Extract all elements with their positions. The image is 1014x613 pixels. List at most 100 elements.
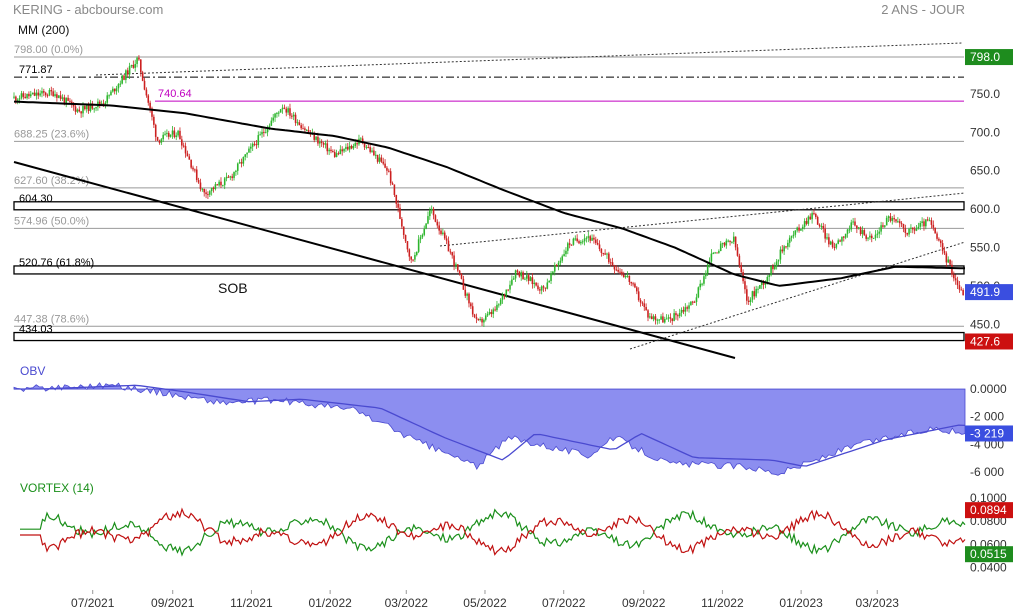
- candle: [893, 218, 895, 220]
- price-tag-high-bg: [965, 49, 1013, 66]
- candle: [667, 317, 670, 319]
- candle: [37, 92, 40, 96]
- candle: [294, 114, 297, 123]
- candle: [626, 275, 629, 277]
- candle: [149, 102, 151, 109]
- candle: [140, 59, 142, 73]
- candle: [774, 266, 776, 270]
- candle: [378, 157, 381, 162]
- candle: [533, 282, 536, 285]
- candle: [28, 93, 30, 97]
- candle: [442, 232, 444, 235]
- candle: [710, 253, 713, 262]
- candle: [319, 141, 321, 144]
- price-tick-label: 700.0: [970, 125, 1000, 139]
- candle: [423, 228, 426, 235]
- candle: [470, 303, 472, 307]
- candle: [326, 143, 329, 152]
- candle: [46, 95, 49, 97]
- candle: [906, 232, 908, 235]
- candle: [852, 221, 854, 223]
- candle: [650, 316, 653, 320]
- price-tag-low-bg: [965, 333, 1013, 350]
- candle: [740, 265, 743, 273]
- candle: [136, 57, 138, 64]
- candle: [854, 221, 856, 226]
- candle: [283, 107, 286, 109]
- price-panel-title: MM (200): [18, 23, 69, 37]
- candle: [680, 309, 683, 313]
- candle: [619, 271, 621, 273]
- candle: [208, 191, 211, 195]
- candle: [317, 136, 319, 144]
- candle: [335, 153, 338, 157]
- candle: [684, 307, 687, 312]
- candle: [820, 226, 823, 228]
- candle: [22, 93, 25, 97]
- candle: [466, 293, 468, 296]
- candle: [930, 220, 933, 225]
- candle: [831, 241, 834, 248]
- candle: [126, 70, 129, 75]
- candle: [749, 299, 752, 302]
- candle: [115, 88, 118, 92]
- candle: [583, 238, 586, 242]
- candle: [156, 136, 159, 141]
- candle: [250, 146, 252, 149]
- candle: [125, 70, 127, 80]
- date-tick-label: 07/2022: [542, 596, 586, 610]
- price-tag-high: 798.0: [970, 50, 1000, 64]
- candle: [201, 188, 204, 190]
- candle: [826, 237, 828, 239]
- candle: [74, 106, 77, 112]
- candle: [182, 145, 185, 147]
- candle: [388, 170, 390, 172]
- candle: [346, 146, 349, 150]
- candle: [652, 316, 655, 320]
- candle: [173, 130, 176, 138]
- candle: [824, 228, 826, 239]
- candle: [199, 182, 202, 190]
- candle: [690, 301, 692, 306]
- level-label-6: 574.96 (50.0%): [14, 215, 89, 227]
- chart-period: 2 ANS - JOUR: [881, 2, 965, 17]
- level-box-7: [13, 265, 965, 275]
- candle: [734, 236, 737, 248]
- candle: [324, 143, 327, 145]
- candle: [706, 264, 709, 274]
- candle: [790, 236, 793, 238]
- candle: [578, 241, 580, 244]
- candle: [798, 227, 800, 231]
- candle: [410, 256, 412, 260]
- candle: [714, 252, 716, 254]
- candle: [574, 238, 577, 240]
- candle: [447, 240, 450, 252]
- candle: [41, 91, 43, 94]
- candle: [788, 237, 791, 243]
- candle: [371, 150, 373, 152]
- candle: [188, 156, 191, 160]
- candle: [367, 147, 370, 149]
- candle: [654, 316, 657, 321]
- candle: [835, 243, 838, 248]
- level-label-8: 447.38 (78.6%): [14, 313, 89, 325]
- price-last-value-tags: 798.0 491.9 427.6: [965, 49, 1013, 350]
- candle: [593, 237, 595, 240]
- candle: [850, 222, 853, 230]
- candle: [98, 101, 101, 105]
- candle: [703, 276, 705, 284]
- candle: [48, 90, 51, 96]
- candle: [645, 307, 647, 311]
- candle: [35, 92, 38, 96]
- candle: [658, 319, 660, 321]
- candle: [604, 253, 606, 255]
- candle: [509, 284, 511, 290]
- candle: [382, 161, 385, 164]
- candle: [443, 232, 446, 239]
- candle: [91, 103, 94, 109]
- lower-dotted-support: [629, 241, 966, 350]
- candle: [671, 318, 674, 321]
- vortex-tick-label: 0.0400: [970, 561, 1007, 575]
- candle: [878, 231, 881, 234]
